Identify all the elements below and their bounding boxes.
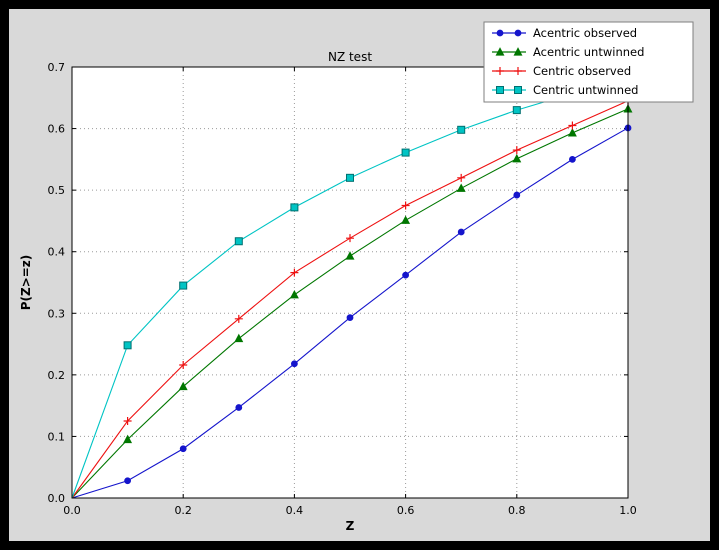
nz-test-plot: 0.0 0.2 0.4 0.6 0.8 1.00.00.10.20.30.40.50.60… [19, 21, 694, 533]
svg-text:0.8: 0.8 [508, 504, 526, 517]
svg-text:0.4: 0.4 [286, 504, 304, 517]
legend: Acentric observed Acentric untwinned Centr… [483, 21, 694, 103]
legend-entry-centric-observed: Centric observed [492, 64, 631, 78]
legend-entry-acentric-untwinned: Acentric untwinned [492, 45, 644, 59]
legend-entry-centric-untwinned: Centric untwinned [492, 83, 638, 97]
y-axis-label: P(Z>=z) [19, 255, 33, 311]
series-acentric-observed [71, 124, 632, 499]
plot-area [72, 67, 628, 498]
svg-text:0.2: 0.2 [174, 504, 192, 517]
legend-label: Acentric observed [533, 26, 637, 40]
svg-text:0.0: 0.0 [48, 492, 66, 505]
svg-text:0.3: 0.3 [48, 307, 66, 320]
series-acentric-untwinned [71, 104, 633, 499]
svg-text:0.0: 0.0 [63, 504, 81, 517]
y-tick-labels: 0.0 0.1 0.2 0.3 0.4 0.5 0.6 0.7 [48, 61, 66, 505]
x-axis-label: Z [346, 519, 355, 533]
svg-text:1.0: 1.0 [619, 504, 637, 517]
legend-label: Centric untwinned [533, 83, 638, 97]
svg-text:0.2: 0.2 [48, 369, 66, 382]
chart-title: NZ test [328, 50, 372, 64]
figure-canvas: 0.0 0.2 0.4 0.6 0.8 1.0 0.0 0.1 0.2 0.3 0.4 0.5 0.6 0… [9, 9, 710, 541]
axes-frame [71, 66, 629, 499]
legend-entry-acentric-observed: Acentric observed [492, 26, 637, 40]
svg-text:0.5: 0.5 [48, 184, 66, 197]
x-tick-labels: 0.0 0.2 0.4 0.6 0.8 1.0 [63, 504, 637, 517]
svg-text:0.7: 0.7 [48, 61, 66, 74]
svg-text:0.1: 0.1 [48, 430, 66, 443]
svg-text:0.4: 0.4 [48, 246, 66, 259]
svg-text:0.6: 0.6 [397, 504, 415, 517]
legend-label: Centric observed [533, 64, 631, 78]
legend-label: Acentric untwinned [533, 45, 644, 59]
svg-text:0.6: 0.6 [48, 123, 66, 136]
